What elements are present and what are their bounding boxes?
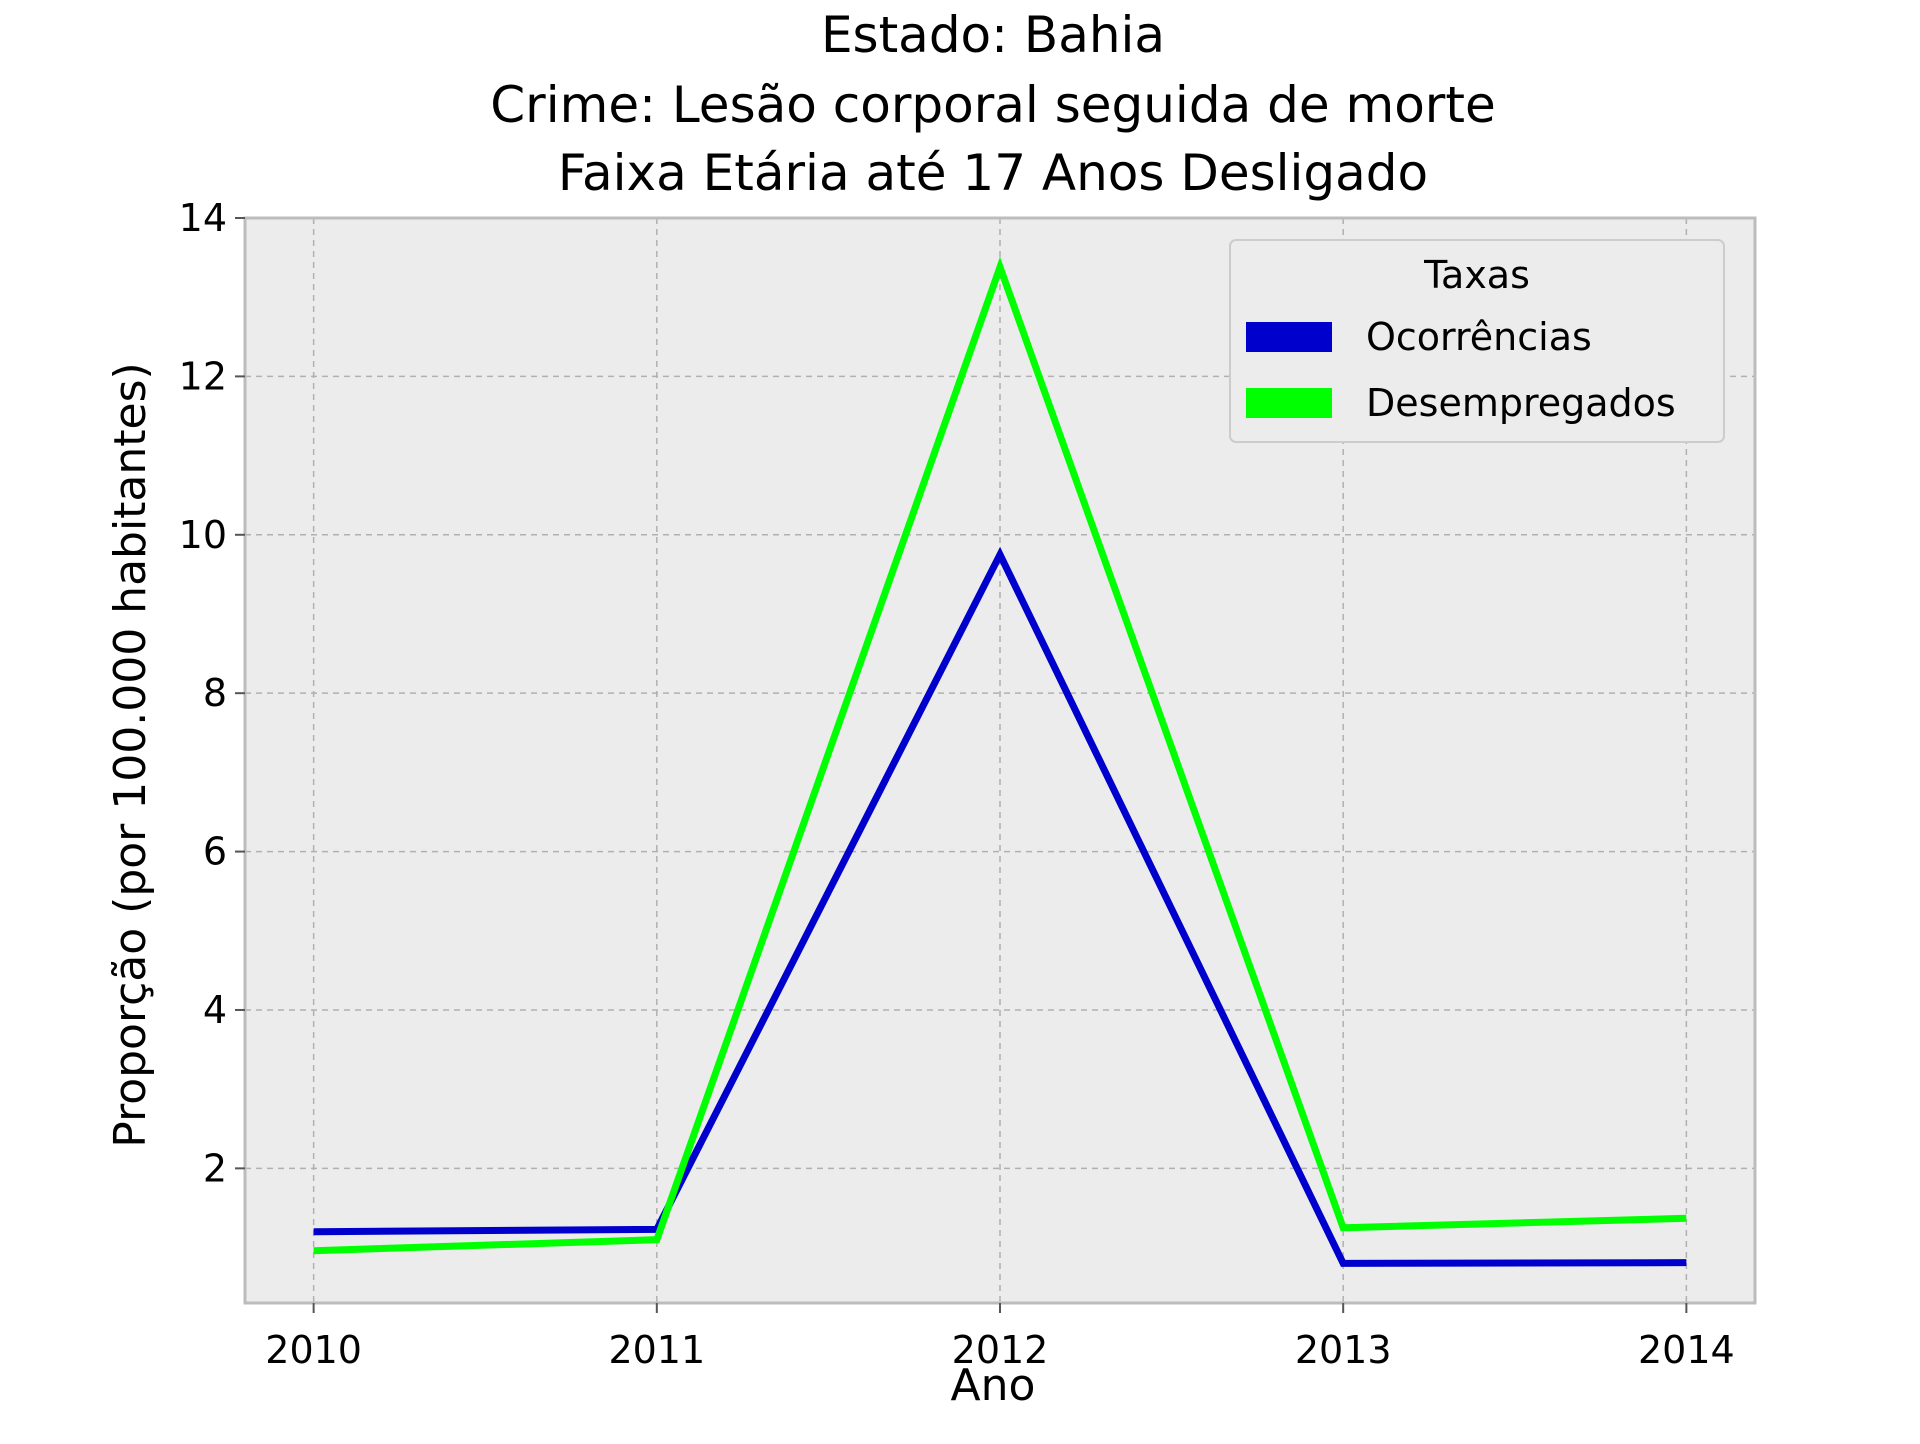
- chart-title-line-3: Faixa Etária até 17 Anos Desligado: [558, 144, 1428, 202]
- series-line-desempregados: [313, 256, 1687, 1255]
- series-line-ocorrencias: [313, 546, 1687, 1267]
- x-tick-label: 2014: [1638, 1328, 1735, 1372]
- legend-label-desempregados: Desempregados: [1366, 381, 1676, 425]
- legend-swatch-desempregados: [1246, 388, 1332, 418]
- chart-title: Estado: Bahia Crime: Lesão corporal segu…: [490, 6, 1495, 202]
- y-axis-label: Proporção (por 100.000 habitantes): [105, 362, 156, 1147]
- y-tick-label: 2: [203, 1146, 227, 1190]
- x-axis-label: Ano: [951, 1360, 1036, 1411]
- legend-swatch-ocorrencias: [1246, 322, 1332, 352]
- y-axis-ticks: 2 4 6 8 10 12 14: [179, 196, 245, 1190]
- y-tick-label: 6: [203, 830, 227, 874]
- y-tick-label: 10: [179, 513, 227, 557]
- x-tick-label: 2010: [265, 1328, 362, 1372]
- x-tick-label: 2011: [608, 1328, 705, 1372]
- chart-title-line-2: Crime: Lesão corporal seguida de morte: [490, 76, 1495, 134]
- chart-title-line-1: Estado: Bahia: [821, 6, 1165, 64]
- legend: Taxas Ocorrências Desempregados: [1229, 239, 1725, 443]
- x-tick-label: 2012: [952, 1328, 1049, 1372]
- legend-box: [1229, 239, 1725, 443]
- x-tick-label: 2013: [1295, 1328, 1392, 1372]
- y-tick-label: 8: [203, 671, 227, 715]
- y-tick-label: 14: [179, 196, 227, 240]
- series-lines: [313, 256, 1687, 1267]
- x-axis-ticks: 2010 2011 2012 2013 2014: [265, 1303, 1735, 1372]
- y-tick-label: 4: [203, 988, 227, 1032]
- y-tick-label: 12: [179, 354, 227, 398]
- legend-title: Taxas: [1423, 253, 1530, 297]
- legend-label-ocorrencias: Ocorrências: [1366, 315, 1592, 359]
